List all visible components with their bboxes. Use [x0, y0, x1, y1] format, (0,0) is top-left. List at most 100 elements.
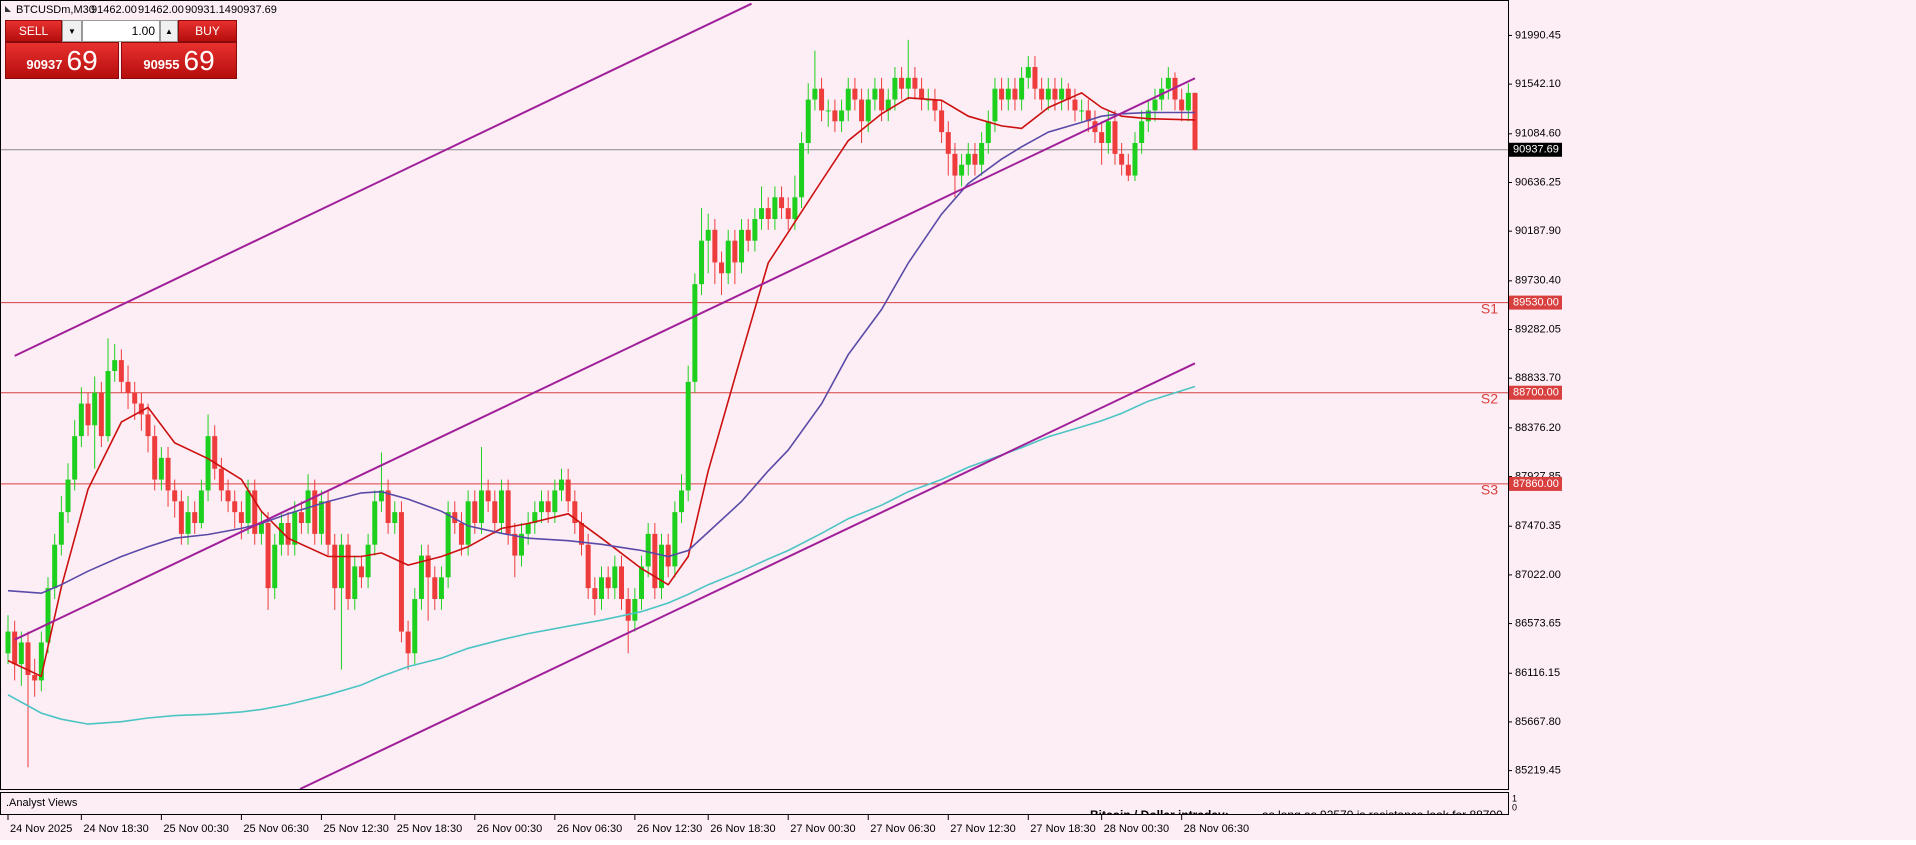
x-tick-label: 24 Nov 18:30 [83, 823, 148, 835]
volume-up[interactable]: ▲ [160, 20, 178, 42]
candle-body [839, 110, 845, 122]
candle-body [445, 512, 451, 578]
candle-body [432, 577, 438, 599]
axes: 91990.45 91542.10 91084.60 90636.25 90187.90… [7, 29, 1562, 835]
candle-body [939, 110, 945, 133]
candle-body [1099, 132, 1105, 143]
candle-body [1125, 164, 1131, 176]
candle-body [605, 577, 611, 589]
candle-body [425, 555, 431, 578]
y-tick-label: 85667.80 [1515, 716, 1561, 728]
candle-body [532, 512, 538, 523]
candle-body [98, 392, 104, 437]
x-tick-label: 26 Nov 06:30 [557, 823, 622, 835]
candle-body [885, 99, 891, 111]
sell-button[interactable]: SELL [5, 20, 62, 42]
candle-body [545, 501, 551, 513]
candle-body [1192, 92, 1198, 150]
candle-body [832, 110, 838, 122]
candle-body [325, 501, 331, 545]
candle-body [232, 501, 238, 513]
candle-body [185, 512, 191, 534]
candle-body [465, 501, 471, 545]
candle-body [672, 512, 678, 567]
candle-body [405, 631, 411, 654]
candle-body [1085, 110, 1091, 122]
candle-body [418, 555, 424, 599]
candle-body [865, 99, 871, 122]
candle-body [198, 490, 204, 523]
moving-average [7, 111, 1195, 595]
candle-body [659, 544, 665, 589]
volume-down[interactable]: ▼ [62, 20, 82, 42]
ohlc-low: 90931.14 [185, 4, 231, 16]
candle-body [1019, 77, 1025, 100]
level-price-box [1509, 476, 1562, 491]
buy-price-box[interactable]: 90955 69 [121, 42, 237, 79]
candle-body [178, 501, 184, 534]
candle-body [1052, 88, 1058, 100]
panel-heading: Bitcoin / Dollar intraday: [1090, 808, 1229, 822]
sell-points: 69 [66, 44, 98, 76]
candle-body [779, 197, 785, 209]
y-tick-label: 85219.45 [1515, 765, 1561, 777]
candle-body [92, 392, 98, 426]
candle-body [945, 132, 951, 154]
candle-body [78, 403, 84, 437]
candle-body [1152, 99, 1158, 111]
candle-body [392, 512, 398, 523]
candle-body [1039, 88, 1045, 100]
candle-body [705, 229, 711, 241]
candle-body [952, 153, 958, 176]
candle-body [632, 598, 638, 621]
candle-body [852, 88, 858, 100]
candle-body [172, 490, 178, 502]
candle-body [152, 436, 158, 480]
candle-body [645, 533, 651, 567]
buy-button[interactable]: BUY [178, 20, 237, 42]
trendline [14, 77, 1196, 641]
y-tick-label: 86116.15 [1515, 667, 1560, 679]
candle-body [65, 479, 71, 513]
candle-body [72, 436, 78, 480]
candle-body [565, 479, 571, 502]
candle-body [612, 566, 618, 589]
level-price-box [1509, 295, 1562, 310]
sell-price-box[interactable]: 90937 69 [5, 42, 119, 79]
panel-text: as long as 92570 is resistance look for … [1262, 808, 1503, 822]
candle-body [305, 490, 311, 523]
candle-body [879, 88, 885, 111]
candle-body [358, 566, 364, 578]
candle-body [1165, 77, 1171, 89]
candle-body [458, 522, 464, 545]
y-tick-label: 91084.60 [1515, 128, 1561, 140]
candle-body [518, 533, 524, 556]
candle-body [505, 490, 511, 534]
x-tick-label: 25 Nov 06:30 [243, 823, 308, 835]
candle-body [205, 436, 211, 491]
candle-body [979, 142, 985, 165]
symbol-icon [5, 6, 11, 12]
candle-body [165, 457, 171, 491]
candle-body [919, 88, 925, 100]
y-tick-label: 88833.70 [1515, 372, 1561, 384]
candle-body [692, 284, 698, 382]
candle-body [739, 229, 745, 263]
level-price-label: 87860.00 [1513, 478, 1559, 490]
candle-body [625, 598, 631, 621]
level-price-label: 88700.00 [1513, 387, 1559, 399]
candle-body [32, 674, 38, 681]
candle-body [1145, 110, 1151, 122]
candle-body [85, 403, 91, 426]
candle-body [965, 153, 971, 165]
volume-input[interactable]: 1.00 [82, 20, 160, 42]
candle-body [992, 88, 998, 122]
candle-body [712, 229, 718, 263]
buy-price: 90955 [143, 57, 180, 72]
candle-body [498, 490, 504, 523]
candle-body [318, 501, 324, 534]
y-tick-label: 90636.25 [1515, 176, 1561, 188]
y-tick-label: 88376.20 [1515, 422, 1561, 434]
candle-body [845, 88, 851, 111]
